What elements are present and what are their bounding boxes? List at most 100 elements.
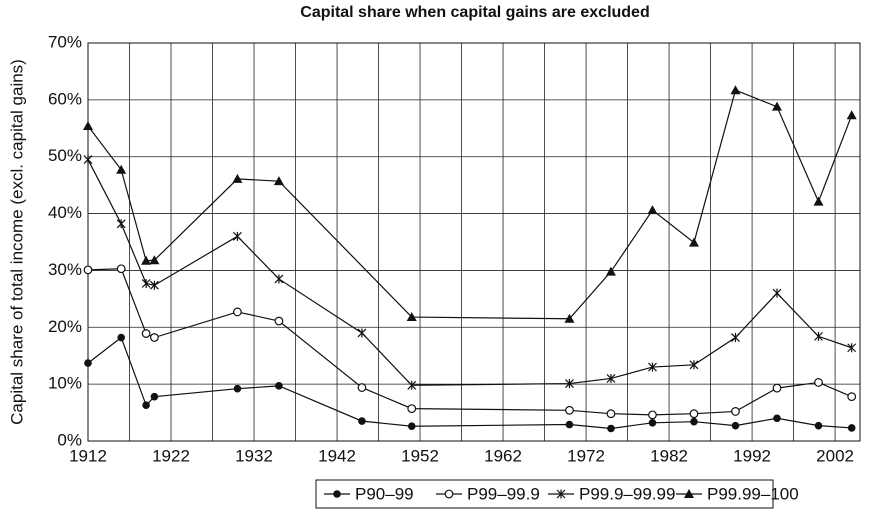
- series-line: [87, 336, 852, 430]
- marker-shape: [358, 417, 366, 425]
- marker: [116, 264, 126, 274]
- y-tick-label: 40%: [48, 203, 82, 222]
- marker-shape: [149, 255, 160, 265]
- marker-shape: [142, 401, 150, 409]
- marker-shape: [141, 329, 151, 338]
- marker: [274, 316, 284, 326]
- marker: [149, 255, 160, 265]
- x-tick-label: 1952: [401, 446, 439, 465]
- marker-shape: [771, 101, 782, 111]
- marker: [565, 405, 574, 415]
- marker: [333, 490, 341, 498]
- marker-shape: [606, 373, 616, 383]
- marker-shape: [116, 219, 126, 229]
- marker-shape: [605, 266, 616, 276]
- marker-shape: [84, 359, 92, 367]
- marker-shape: [273, 176, 284, 186]
- x-tick-label: 1942: [318, 446, 356, 465]
- marker: [444, 489, 454, 499]
- marker: [232, 231, 242, 241]
- marker: [648, 419, 657, 427]
- marker: [84, 359, 92, 367]
- marker: [606, 409, 616, 419]
- marker-shape: [814, 378, 823, 387]
- marker-shape: [357, 328, 367, 338]
- marker: [275, 382, 283, 390]
- marker: [813, 196, 824, 206]
- legend-label: P99.99–100: [707, 484, 799, 503]
- marker-shape: [406, 312, 417, 322]
- marker: [607, 424, 615, 433]
- marker: [83, 265, 93, 275]
- marker-shape: [730, 85, 741, 95]
- x-tick-label: 1912: [69, 446, 107, 465]
- marker-shape: [564, 313, 575, 323]
- marker: [731, 421, 740, 430]
- marker-shape: [648, 362, 657, 372]
- marker: [565, 379, 574, 389]
- marker-shape: [847, 343, 857, 353]
- marker-shape: [232, 231, 242, 241]
- marker-shape: [689, 409, 699, 419]
- marker: [407, 422, 416, 431]
- marker-shape: [141, 279, 151, 289]
- marker-shape: [565, 420, 574, 429]
- marker: [141, 255, 152, 265]
- marker-shape: [407, 422, 416, 431]
- marker: [150, 392, 159, 401]
- marker-shape: [83, 265, 93, 275]
- marker: [772, 288, 782, 298]
- marker: [142, 401, 150, 409]
- series-line: [87, 268, 852, 416]
- marker: [605, 266, 616, 276]
- marker-shape: [407, 380, 417, 390]
- marker: [814, 378, 823, 387]
- marker: [150, 333, 159, 342]
- marker: [731, 333, 740, 343]
- marker-shape: [565, 379, 574, 389]
- marker-shape: [773, 414, 781, 423]
- marker-shape: [116, 264, 126, 274]
- marker-shape: [116, 164, 127, 174]
- marker: [648, 362, 657, 372]
- marker-shape: [149, 280, 159, 290]
- y-tick-label: 60%: [48, 89, 82, 108]
- x-tick-label: 2002: [816, 446, 854, 465]
- marker: [274, 274, 284, 284]
- marker: [847, 343, 857, 353]
- marker-shape: [847, 424, 856, 432]
- marker: [358, 417, 366, 425]
- marker-shape: [647, 205, 658, 215]
- x-tick-label: 1922: [152, 446, 190, 465]
- marker-shape: [690, 417, 698, 426]
- marker-shape: [814, 421, 823, 430]
- marker: [684, 489, 694, 498]
- marker-shape: [556, 489, 566, 499]
- marker-shape: [731, 407, 740, 416]
- marker-shape: [233, 307, 242, 317]
- y-tick-label: 20%: [48, 317, 82, 336]
- y-tick-label: 30%: [48, 260, 82, 279]
- marker: [273, 176, 284, 186]
- marker: [564, 313, 575, 323]
- y-tick-label: 50%: [48, 146, 82, 165]
- marker: [648, 410, 657, 420]
- marker-shape: [772, 383, 782, 393]
- marker-shape: [689, 360, 699, 370]
- marker-shape: [141, 255, 152, 265]
- marker: [730, 85, 741, 95]
- marker-shape: [814, 331, 823, 341]
- marker-shape: [275, 382, 283, 390]
- marker-shape: [357, 383, 367, 392]
- x-tick-label: 1982: [650, 446, 688, 465]
- marker: [647, 205, 658, 215]
- marker-shape: [688, 237, 699, 247]
- marker: [689, 360, 699, 370]
- y-tick-label: 10%: [48, 374, 82, 393]
- marker: [606, 373, 616, 383]
- marker: [233, 307, 242, 317]
- marker-shape: [731, 333, 740, 343]
- marker: [847, 424, 856, 432]
- marker: [847, 392, 857, 402]
